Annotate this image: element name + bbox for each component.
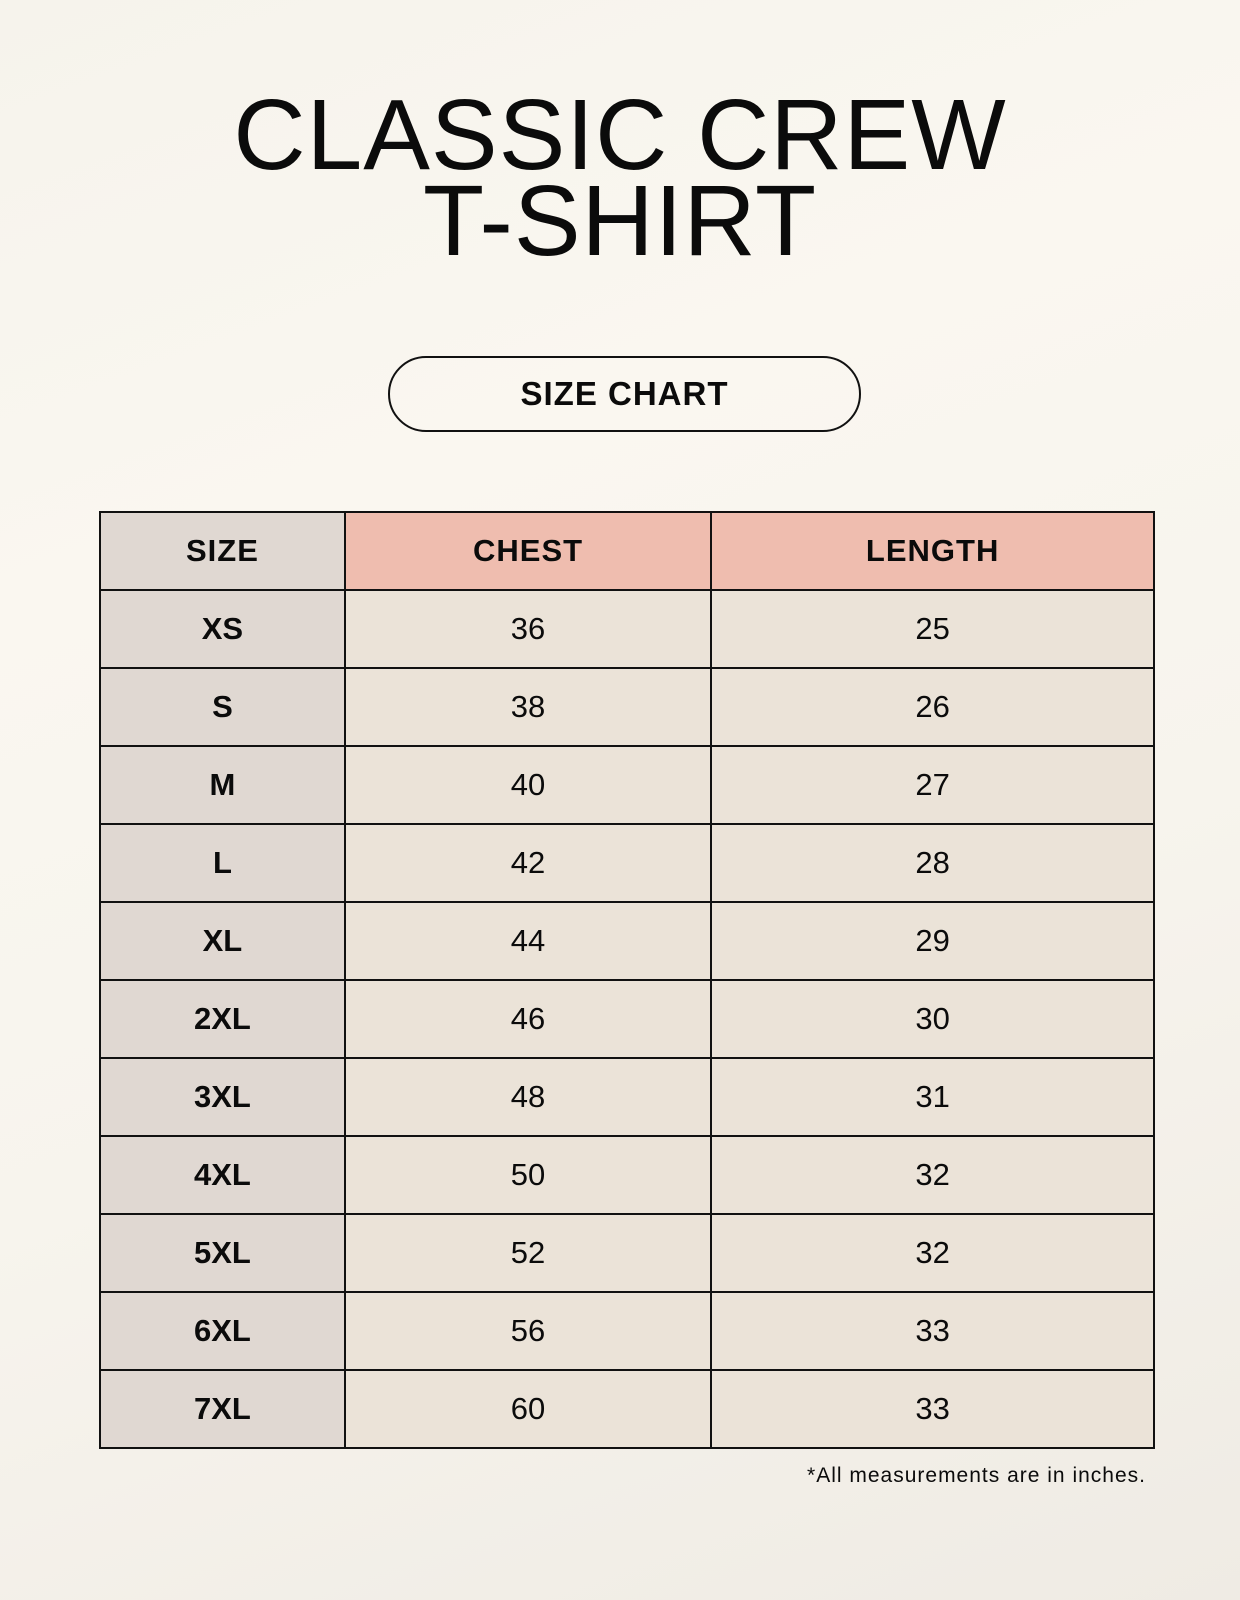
- cell-length: 29: [710, 901, 1155, 981]
- table-row: 7XL 60 33: [99, 1369, 1155, 1449]
- page-title: CLASSIC CREW T-SHIRT: [0, 79, 1240, 277]
- size-table: SIZE CHEST LENGTH XS 36 25 S 38 26 M 40 27 L 42 28 X…: [99, 511, 1155, 1449]
- cell-length: 28: [710, 823, 1155, 903]
- cell-size: 3XL: [99, 1057, 346, 1137]
- cell-size: 2XL: [99, 979, 346, 1059]
- cell-size: 5XL: [99, 1213, 346, 1293]
- cell-chest: 56: [343, 1291, 713, 1371]
- header-chest: CHEST: [343, 511, 713, 591]
- cell-size: S: [99, 667, 346, 747]
- cell-chest: 48: [343, 1057, 713, 1137]
- cell-length: 32: [710, 1213, 1155, 1293]
- table-row: XS 36 25: [99, 589, 1155, 669]
- table-row: 6XL 56 33: [99, 1291, 1155, 1371]
- cell-chest: 36: [343, 589, 713, 669]
- cell-length: 27: [710, 745, 1155, 825]
- cell-chest: 60: [343, 1369, 713, 1449]
- cell-chest: 46: [343, 979, 713, 1059]
- table-header-row: SIZE CHEST LENGTH: [99, 511, 1155, 591]
- cell-chest: 44: [343, 901, 713, 981]
- table-row: S 38 26: [99, 667, 1155, 747]
- cell-length: 26: [710, 667, 1155, 747]
- footnote: *All measurements are in inches.: [807, 1464, 1146, 1487]
- cell-length: 31: [710, 1057, 1155, 1137]
- cell-length: 33: [710, 1291, 1155, 1371]
- table-row: XL 44 29: [99, 901, 1155, 981]
- title-line-1: CLASSIC CREW: [233, 79, 1007, 191]
- cell-length: 33: [710, 1369, 1155, 1449]
- table-row: 4XL 50 32: [99, 1135, 1155, 1215]
- cell-size: M: [99, 745, 346, 825]
- cell-chest: 38: [343, 667, 713, 747]
- cell-chest: 52: [343, 1213, 713, 1293]
- cell-size: 4XL: [99, 1135, 346, 1215]
- cell-chest: 42: [343, 823, 713, 903]
- cell-length: 30: [710, 979, 1155, 1059]
- table-row: 3XL 48 31: [99, 1057, 1155, 1137]
- header-size: SIZE: [99, 511, 346, 591]
- cell-size: L: [99, 823, 346, 903]
- cell-length: 32: [710, 1135, 1155, 1215]
- cell-size: XL: [99, 901, 346, 981]
- cell-chest: 50: [343, 1135, 713, 1215]
- table-row: L 42 28: [99, 823, 1155, 903]
- cell-size: XS: [99, 589, 346, 669]
- title-line-2: T-SHIRT: [422, 165, 818, 277]
- table-row: 5XL 52 32: [99, 1213, 1155, 1293]
- size-chart-badge: SIZE CHART: [388, 356, 861, 432]
- cell-length: 25: [710, 589, 1155, 669]
- header-length: LENGTH: [710, 511, 1155, 591]
- cell-size: 7XL: [99, 1369, 346, 1449]
- table-row: 2XL 46 30: [99, 979, 1155, 1059]
- cell-chest: 40: [343, 745, 713, 825]
- table-row: M 40 27: [99, 745, 1155, 825]
- cell-size: 6XL: [99, 1291, 346, 1371]
